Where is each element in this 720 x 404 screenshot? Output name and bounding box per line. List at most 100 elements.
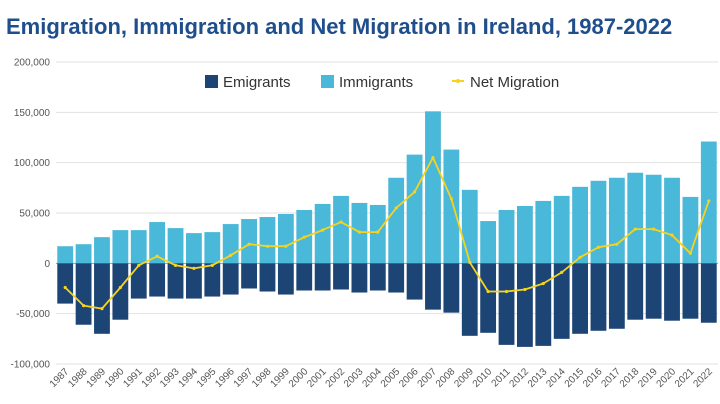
bar-emigrants (461, 263, 478, 336)
y-tick-label: 200,000 (14, 58, 51, 69)
net-migration-point (468, 260, 472, 264)
bar-emigrants (682, 263, 699, 319)
bar-immigrants (406, 154, 423, 264)
bar-emigrants (241, 263, 257, 289)
net-migration-point (155, 254, 159, 258)
net-migration-point (376, 230, 380, 234)
x-tick-label: 2002 (324, 366, 348, 390)
bar-emigrants (517, 263, 533, 347)
bar-emigrants (627, 263, 644, 320)
bar-emigrants (535, 263, 552, 346)
x-tick-label: 1987 (48, 366, 72, 390)
net-migration-point (100, 307, 104, 311)
bar-emigrants (296, 263, 313, 291)
bar-emigrants (388, 263, 405, 293)
bar-immigrants (480, 221, 497, 264)
y-tick-label: -100,000 (11, 360, 51, 371)
bar-immigrants (314, 203, 331, 264)
bar-emigrants (425, 263, 441, 310)
x-tick-label: 1994 (177, 366, 201, 390)
chart-title: Emigration, Immigration and Net Migratio… (6, 14, 673, 39)
bar-immigrants (553, 195, 570, 264)
x-tick-label: 2000 (287, 366, 311, 390)
bar-immigrants (608, 177, 625, 264)
net-migration-point (192, 266, 196, 270)
x-tick-label: 2015 (563, 366, 587, 390)
net-migration-point (173, 263, 178, 267)
bar-emigrants (369, 263, 386, 291)
bar-emigrants (700, 263, 717, 323)
x-tick-label: 2013 (526, 366, 550, 390)
x-tick-label: 2006 (397, 366, 421, 390)
net-migration-point (339, 220, 343, 224)
bar-immigrants (388, 177, 405, 264)
x-tick-label: 1996 (213, 366, 237, 390)
bar-immigrants (590, 180, 607, 264)
bar-emigrants (57, 263, 74, 304)
x-tick-label: 2020 (655, 366, 679, 390)
bar-immigrants (425, 111, 441, 264)
x-tick-label: 2021 (673, 366, 697, 390)
x-tick-label: 2005 (379, 366, 403, 390)
bar-emigrants (498, 263, 515, 345)
legend-swatch (205, 75, 218, 88)
bar-immigrants (57, 246, 74, 264)
x-tick-label: 1988 (66, 366, 90, 390)
net-migration-point (247, 242, 251, 246)
x-tick-label: 2017 (599, 366, 623, 390)
net-migration-point (707, 199, 711, 203)
net-migration-point (265, 244, 270, 248)
net-migration-point (596, 245, 601, 249)
legend-swatch-point (456, 79, 460, 83)
bar-immigrants (572, 186, 588, 264)
legend-swatch (321, 75, 334, 88)
net-migration-point (357, 230, 362, 234)
x-tick-label: 1998 (250, 366, 274, 390)
net-migration-point (412, 190, 417, 194)
bar-immigrants (75, 244, 92, 264)
net-migration-line (64, 156, 710, 310)
bar-emigrants (94, 263, 110, 334)
x-tick-label: 2007 (416, 366, 440, 390)
legend-label: Emigrants (223, 74, 291, 91)
bar-immigrants (535, 200, 552, 264)
x-tick-label: 1999 (268, 366, 292, 390)
x-tick-label: 2009 (452, 366, 476, 390)
net-migration-point (578, 255, 582, 259)
net-migration-point (321, 228, 325, 232)
legend-label: Immigrants (339, 74, 413, 91)
bar-immigrants (186, 233, 202, 264)
bar-emigrants (167, 263, 184, 299)
bar-emigrants (608, 263, 625, 329)
x-tick-label: 2012 (508, 366, 532, 390)
bar-emigrants (480, 263, 497, 333)
net-migration-point (560, 270, 564, 274)
net-migration-point (449, 197, 453, 201)
net-migration-point (504, 289, 509, 294)
net-migration-point (302, 235, 306, 239)
bar-emigrants (664, 263, 680, 321)
net-migration-point (486, 289, 490, 294)
bar-emigrants (112, 263, 129, 320)
x-tick-label: 1993 (158, 366, 182, 390)
bar-emigrants (572, 263, 588, 334)
x-tick-label: 1992 (140, 366, 164, 390)
net-migration-point (284, 244, 288, 248)
net-migration-point (633, 227, 637, 231)
bar-immigrants (443, 149, 460, 264)
net-migration-point (541, 281, 545, 286)
y-tick-label: 50,000 (19, 209, 50, 220)
y-tick-label: 100,000 (14, 158, 51, 169)
x-tick-label: 2003 (342, 366, 366, 390)
bar-immigrants (259, 217, 276, 264)
bar-emigrants (259, 263, 276, 292)
x-tick-label: 2014 (544, 366, 568, 390)
y-tick-label: -50,000 (16, 309, 50, 320)
x-tick-label: 1997 (232, 366, 256, 390)
legend-label: Net Migration (470, 74, 559, 91)
bar-immigrants (627, 172, 644, 264)
x-tick-label: 2018 (618, 366, 642, 390)
net-migration-point (81, 304, 86, 308)
y-tick-label: 0 (44, 259, 50, 270)
